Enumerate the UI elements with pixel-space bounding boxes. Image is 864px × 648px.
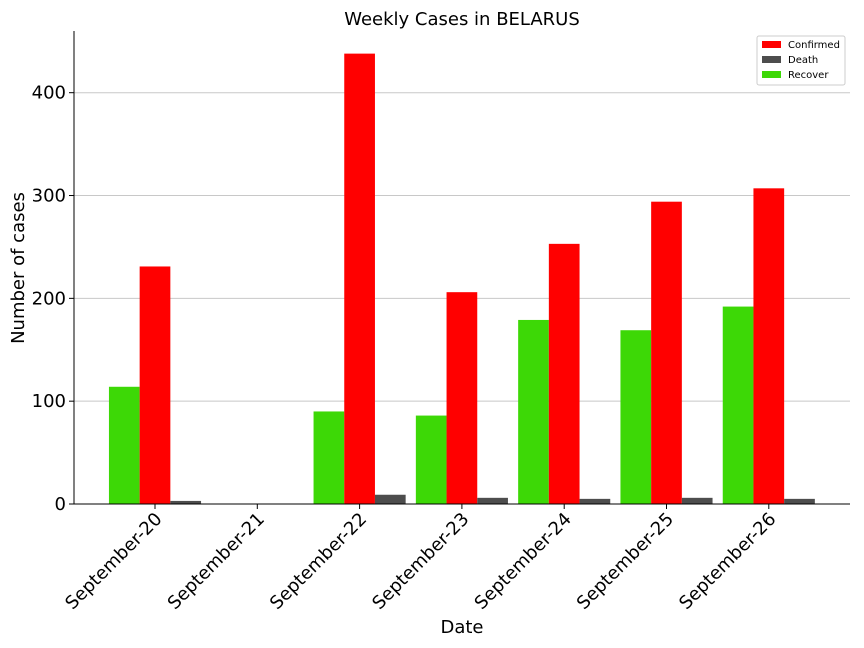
y-tick-label: 0 (55, 494, 66, 515)
legend-label-recover: Recover (788, 70, 829, 81)
x-tick-label: September-23 (368, 509, 473, 614)
x-tick-label: September-24 (471, 509, 576, 614)
bar-death (477, 497, 508, 504)
bar-recover (722, 306, 754, 504)
bar-death (784, 498, 815, 504)
y-ticks: 0 100 200 300 400 (32, 83, 74, 515)
chart-title: Weekly Cases in BELARUS (344, 9, 580, 30)
x-tick-label: September-21 (164, 509, 269, 614)
bar-death (579, 498, 611, 504)
legend-label-confirmed: Confirmed (788, 40, 840, 51)
legend-label-death: Death (788, 55, 818, 66)
bar-confirmed (548, 243, 580, 504)
x-tick-label: September-22 (266, 509, 371, 614)
x-tick-label: September-26 (675, 509, 780, 614)
bar-recover (108, 386, 140, 504)
bar-confirmed (139, 266, 171, 504)
y-tick-label: 200 (32, 288, 66, 309)
bar-death (681, 497, 713, 504)
bar-recover (620, 330, 652, 504)
legend: Confirmed Death Recover (756, 35, 846, 86)
x-tick-label: September-25 (573, 509, 678, 614)
bar-recover (518, 319, 549, 504)
bar-death (170, 500, 202, 504)
x-axis-label: Date (440, 617, 483, 638)
legend-swatch-confirmed (762, 41, 781, 48)
legend-swatch-recover (762, 71, 781, 78)
x-ticks: September-20September-21September-22Sept… (61, 504, 780, 614)
bar-death (374, 494, 406, 504)
y-tick-label: 300 (32, 186, 66, 207)
x-tick-label: September-20 (61, 509, 166, 614)
bar-confirmed (753, 188, 785, 504)
y-axis-label: Number of cases (8, 192, 29, 344)
y-tick-label: 400 (32, 83, 66, 104)
bar-recover (415, 415, 447, 504)
y-tick-label: 100 (32, 391, 66, 412)
bar-confirmed (446, 292, 478, 504)
bar-recover (313, 411, 345, 504)
bar-confirmed (344, 53, 375, 505)
bar-confirmed (651, 201, 682, 505)
bars (108, 53, 815, 505)
legend-swatch-death (762, 56, 781, 63)
